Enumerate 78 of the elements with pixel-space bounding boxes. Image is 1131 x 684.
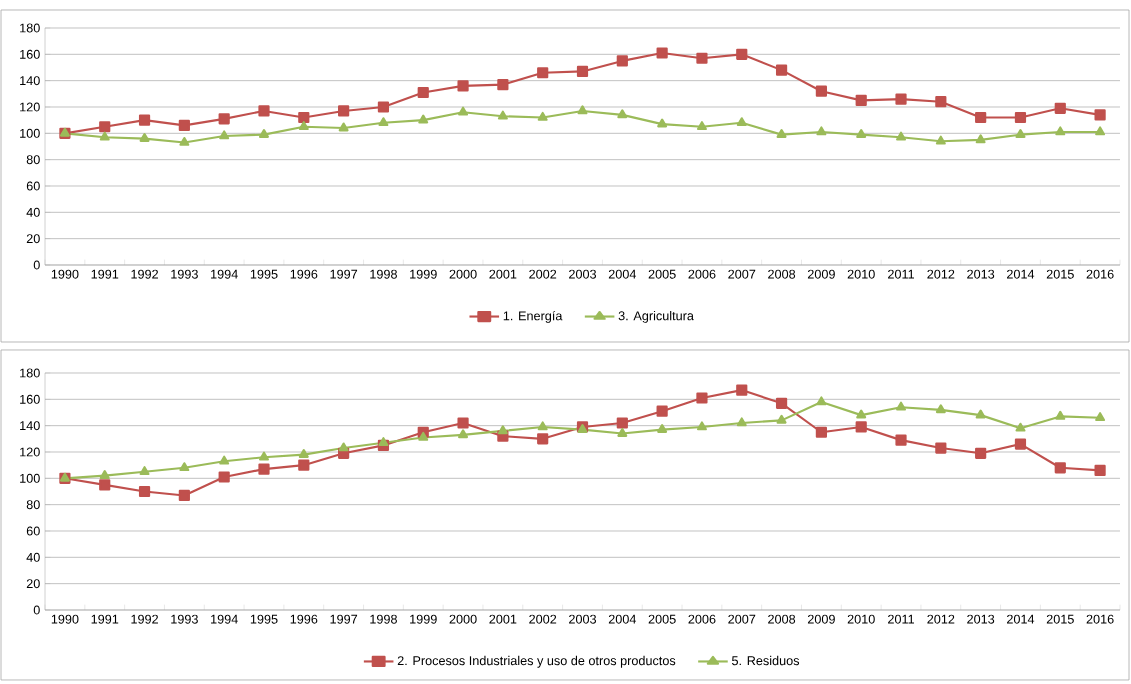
- y-tick-label: 180: [20, 23, 40, 33]
- x-tick-label: 1996: [290, 614, 318, 624]
- x-tick-label: 2011: [888, 614, 915, 624]
- x-tick-label: 2003: [569, 614, 597, 624]
- x-tick-label: 2012: [927, 614, 955, 624]
- x-tick-label: 1992: [131, 269, 158, 279]
- x-tick-label: 1992: [131, 614, 158, 624]
- x-tick-label: 2015: [1046, 269, 1074, 279]
- x-tick-label: 1994: [211, 614, 238, 624]
- y-tick-label: 0: [33, 605, 40, 615]
- x-tick-label: 2013: [967, 614, 995, 624]
- x-tick-label: 1999: [410, 614, 437, 624]
- x-tick-label: 2009: [807, 614, 835, 624]
- x-tick-label: 1998: [370, 614, 397, 624]
- x-tick-label: 2006: [688, 614, 716, 624]
- x-tick-label: 2004: [608, 614, 637, 624]
- y-tick-label: 160: [20, 49, 40, 59]
- x-tick-label: 2016: [1086, 614, 1114, 624]
- y-tick-label: 20: [26, 579, 40, 589]
- x-tick-label: 2003: [569, 269, 597, 279]
- x-tick-label: 2014: [1007, 614, 1035, 624]
- y-tick-label: 80: [26, 155, 40, 165]
- legend-label: 5. Residuos: [731, 655, 800, 666]
- y-tick-label: 60: [26, 181, 40, 191]
- x-tick-label: 2005: [648, 269, 676, 279]
- x-tick-label: 2014: [1007, 269, 1035, 279]
- x-tick-label: 2013: [967, 269, 995, 279]
- x-tick-label: 1995: [250, 269, 278, 279]
- y-tick-label: 0: [33, 260, 40, 270]
- x-tick-label: 2000: [449, 614, 477, 624]
- x-tick-label: 2001: [489, 269, 517, 279]
- x-tick-label: 2001: [489, 614, 517, 624]
- x-tick-label: 2009: [807, 269, 835, 279]
- x-tick-label: 1993: [171, 269, 198, 279]
- x-tick-label: 2007: [728, 269, 756, 279]
- x-tick-label: 1991: [91, 614, 119, 624]
- x-tick-label: 2007: [728, 614, 756, 624]
- x-tick-label: 2008: [768, 614, 796, 624]
- x-tick-label: 1996: [290, 269, 318, 279]
- x-tick-label: 1997: [330, 269, 358, 279]
- x-tick-label: 2005: [648, 614, 676, 624]
- y-tick-label: 140: [20, 421, 40, 431]
- x-tick-label: 2010: [847, 269, 875, 279]
- x-tick-label: 2002: [529, 269, 557, 279]
- y-tick-label: 60: [26, 526, 40, 536]
- y-tick-label: 120: [20, 447, 40, 457]
- x-tick-label: 2016: [1086, 269, 1114, 279]
- y-tick-label: 20: [26, 234, 40, 244]
- y-tick-label: 180: [20, 368, 40, 378]
- y-tick-label: 160: [20, 394, 40, 404]
- x-tick-label: 2008: [768, 269, 796, 279]
- y-tick-label: 120: [20, 102, 40, 112]
- x-tick-label: 1991: [91, 269, 119, 279]
- legend-label: 1. Energía: [503, 310, 563, 323]
- x-tick-label: 1990: [51, 269, 79, 279]
- x-tick-label: 1999: [410, 269, 437, 279]
- x-tick-label: 1997: [330, 614, 358, 624]
- y-tick-label: 80: [26, 500, 40, 510]
- x-tick-label: 1998: [370, 269, 397, 279]
- y-tick-label: 100: [20, 473, 40, 483]
- x-tick-label: 1994: [211, 269, 238, 279]
- x-tick-label: 2002: [529, 614, 557, 624]
- x-tick-label: 2012: [927, 269, 955, 279]
- x-tick-label: 1995: [250, 614, 278, 624]
- x-tick-label: 2010: [847, 614, 875, 624]
- x-tick-label: 2015: [1046, 614, 1074, 624]
- x-tick-label: 2006: [688, 269, 716, 279]
- legend-label: 3. Agricultura: [618, 310, 694, 323]
- y-tick-label: 40: [26, 552, 40, 562]
- x-tick-label: 1990: [51, 614, 79, 624]
- y-tick-label: 140: [20, 76, 40, 86]
- x-tick-label: 1993: [171, 614, 198, 624]
- x-tick-label: 2000: [449, 269, 477, 279]
- x-tick-label: 2011: [888, 269, 915, 279]
- x-tick-label: 2004: [608, 269, 637, 279]
- y-tick-label: 100: [20, 128, 40, 138]
- legend-label: 2. Procesos Industriales y uso de otros productos: [397, 655, 676, 668]
- y-tick-label: 40: [26, 207, 40, 217]
